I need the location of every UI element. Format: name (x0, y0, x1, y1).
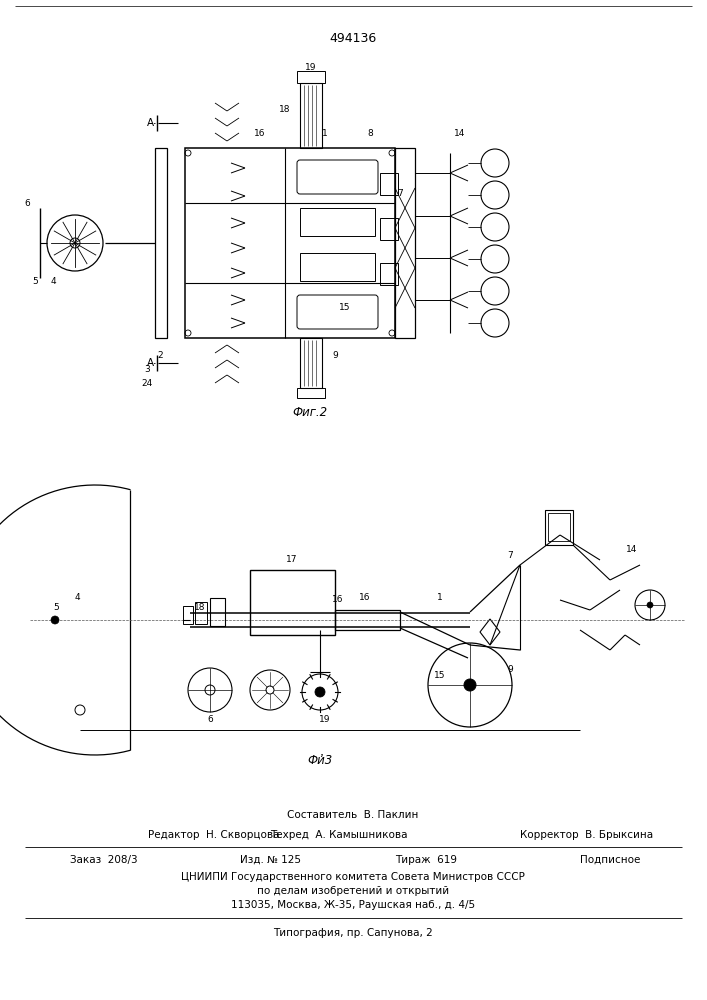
Text: 113035, Москва, Ж-35, Раушская наб., д. 4/5: 113035, Москва, Ж-35, Раушская наб., д. … (231, 900, 475, 910)
Text: A: A (146, 118, 153, 128)
Bar (548, 513, 570, 541)
Bar (250, 570, 335, 635)
Text: по делам изобретений и открытий: по делам изобретений и открытий (257, 886, 449, 896)
Text: Корректор  В. Брыксина: Корректор В. Брыксина (520, 830, 653, 840)
Text: 9: 9 (332, 352, 338, 360)
Text: 2: 2 (157, 352, 163, 360)
Bar (545, 510, 573, 545)
Text: Типография, пр. Сапунова, 2: Типография, пр. Сапунова, 2 (273, 928, 433, 938)
Text: 494136: 494136 (329, 31, 377, 44)
Text: ЦНИИПИ Государственного комитета Совета Министров СССР: ЦНИИПИ Государственного комитета Совета … (181, 872, 525, 882)
Bar (300, 253, 375, 281)
Text: 19: 19 (305, 64, 317, 73)
Text: 19: 19 (320, 716, 331, 724)
Text: 8: 8 (367, 129, 373, 138)
Circle shape (51, 616, 59, 624)
Bar (335, 610, 400, 630)
Text: 9: 9 (507, 666, 513, 674)
Text: A: A (146, 358, 153, 368)
Text: 1: 1 (437, 593, 443, 602)
Text: 4: 4 (50, 276, 56, 286)
Text: Редактор  Н. Скворцова: Редактор Н. Скворцова (148, 830, 279, 840)
Text: Изд. № 125: Изд. № 125 (240, 855, 301, 865)
Text: 16: 16 (332, 595, 344, 604)
Bar (210, 598, 225, 626)
Text: 15: 15 (434, 670, 445, 680)
Circle shape (647, 602, 653, 608)
Bar (300, 208, 375, 236)
Text: Фи̓3: Фи̓3 (308, 754, 332, 766)
Bar (300, 338, 322, 388)
Bar (185, 148, 395, 338)
Text: 5: 5 (53, 603, 59, 612)
Text: 18: 18 (279, 105, 291, 114)
Text: 16: 16 (255, 129, 266, 138)
Text: Фиг.2: Фиг.2 (293, 406, 327, 420)
Circle shape (464, 679, 476, 691)
Text: Техред  А. Камышникова: Техред А. Камышникова (270, 830, 407, 840)
Bar (297, 388, 325, 398)
Text: Составитель  В. Паклин: Составитель В. Паклин (287, 810, 419, 820)
Text: 14: 14 (626, 546, 638, 554)
Text: 14: 14 (455, 129, 466, 138)
Bar (195, 602, 207, 624)
Text: 5: 5 (32, 276, 38, 286)
Bar (380, 218, 398, 240)
Bar (300, 83, 322, 148)
Text: Заказ  208/3: Заказ 208/3 (70, 855, 138, 865)
Text: 24: 24 (141, 378, 153, 387)
Text: 6: 6 (207, 716, 213, 724)
Text: 7: 7 (507, 550, 513, 560)
Text: 1: 1 (322, 129, 328, 138)
Bar (155, 148, 167, 338)
Circle shape (315, 687, 325, 697)
Text: 17: 17 (286, 556, 298, 564)
Text: 16: 16 (359, 593, 370, 602)
Text: 3: 3 (144, 365, 150, 374)
Text: 4: 4 (74, 593, 80, 602)
Text: 18: 18 (194, 603, 206, 612)
Text: 15: 15 (339, 304, 351, 312)
Bar (297, 71, 325, 83)
Bar (380, 173, 398, 195)
Bar (183, 606, 193, 624)
Text: Подписное: Подписное (580, 855, 641, 865)
Bar (380, 263, 398, 285)
Text: 6: 6 (24, 198, 30, 208)
Bar (395, 148, 415, 338)
Text: 7: 7 (397, 188, 403, 198)
Text: Тираж  619: Тираж 619 (395, 855, 457, 865)
